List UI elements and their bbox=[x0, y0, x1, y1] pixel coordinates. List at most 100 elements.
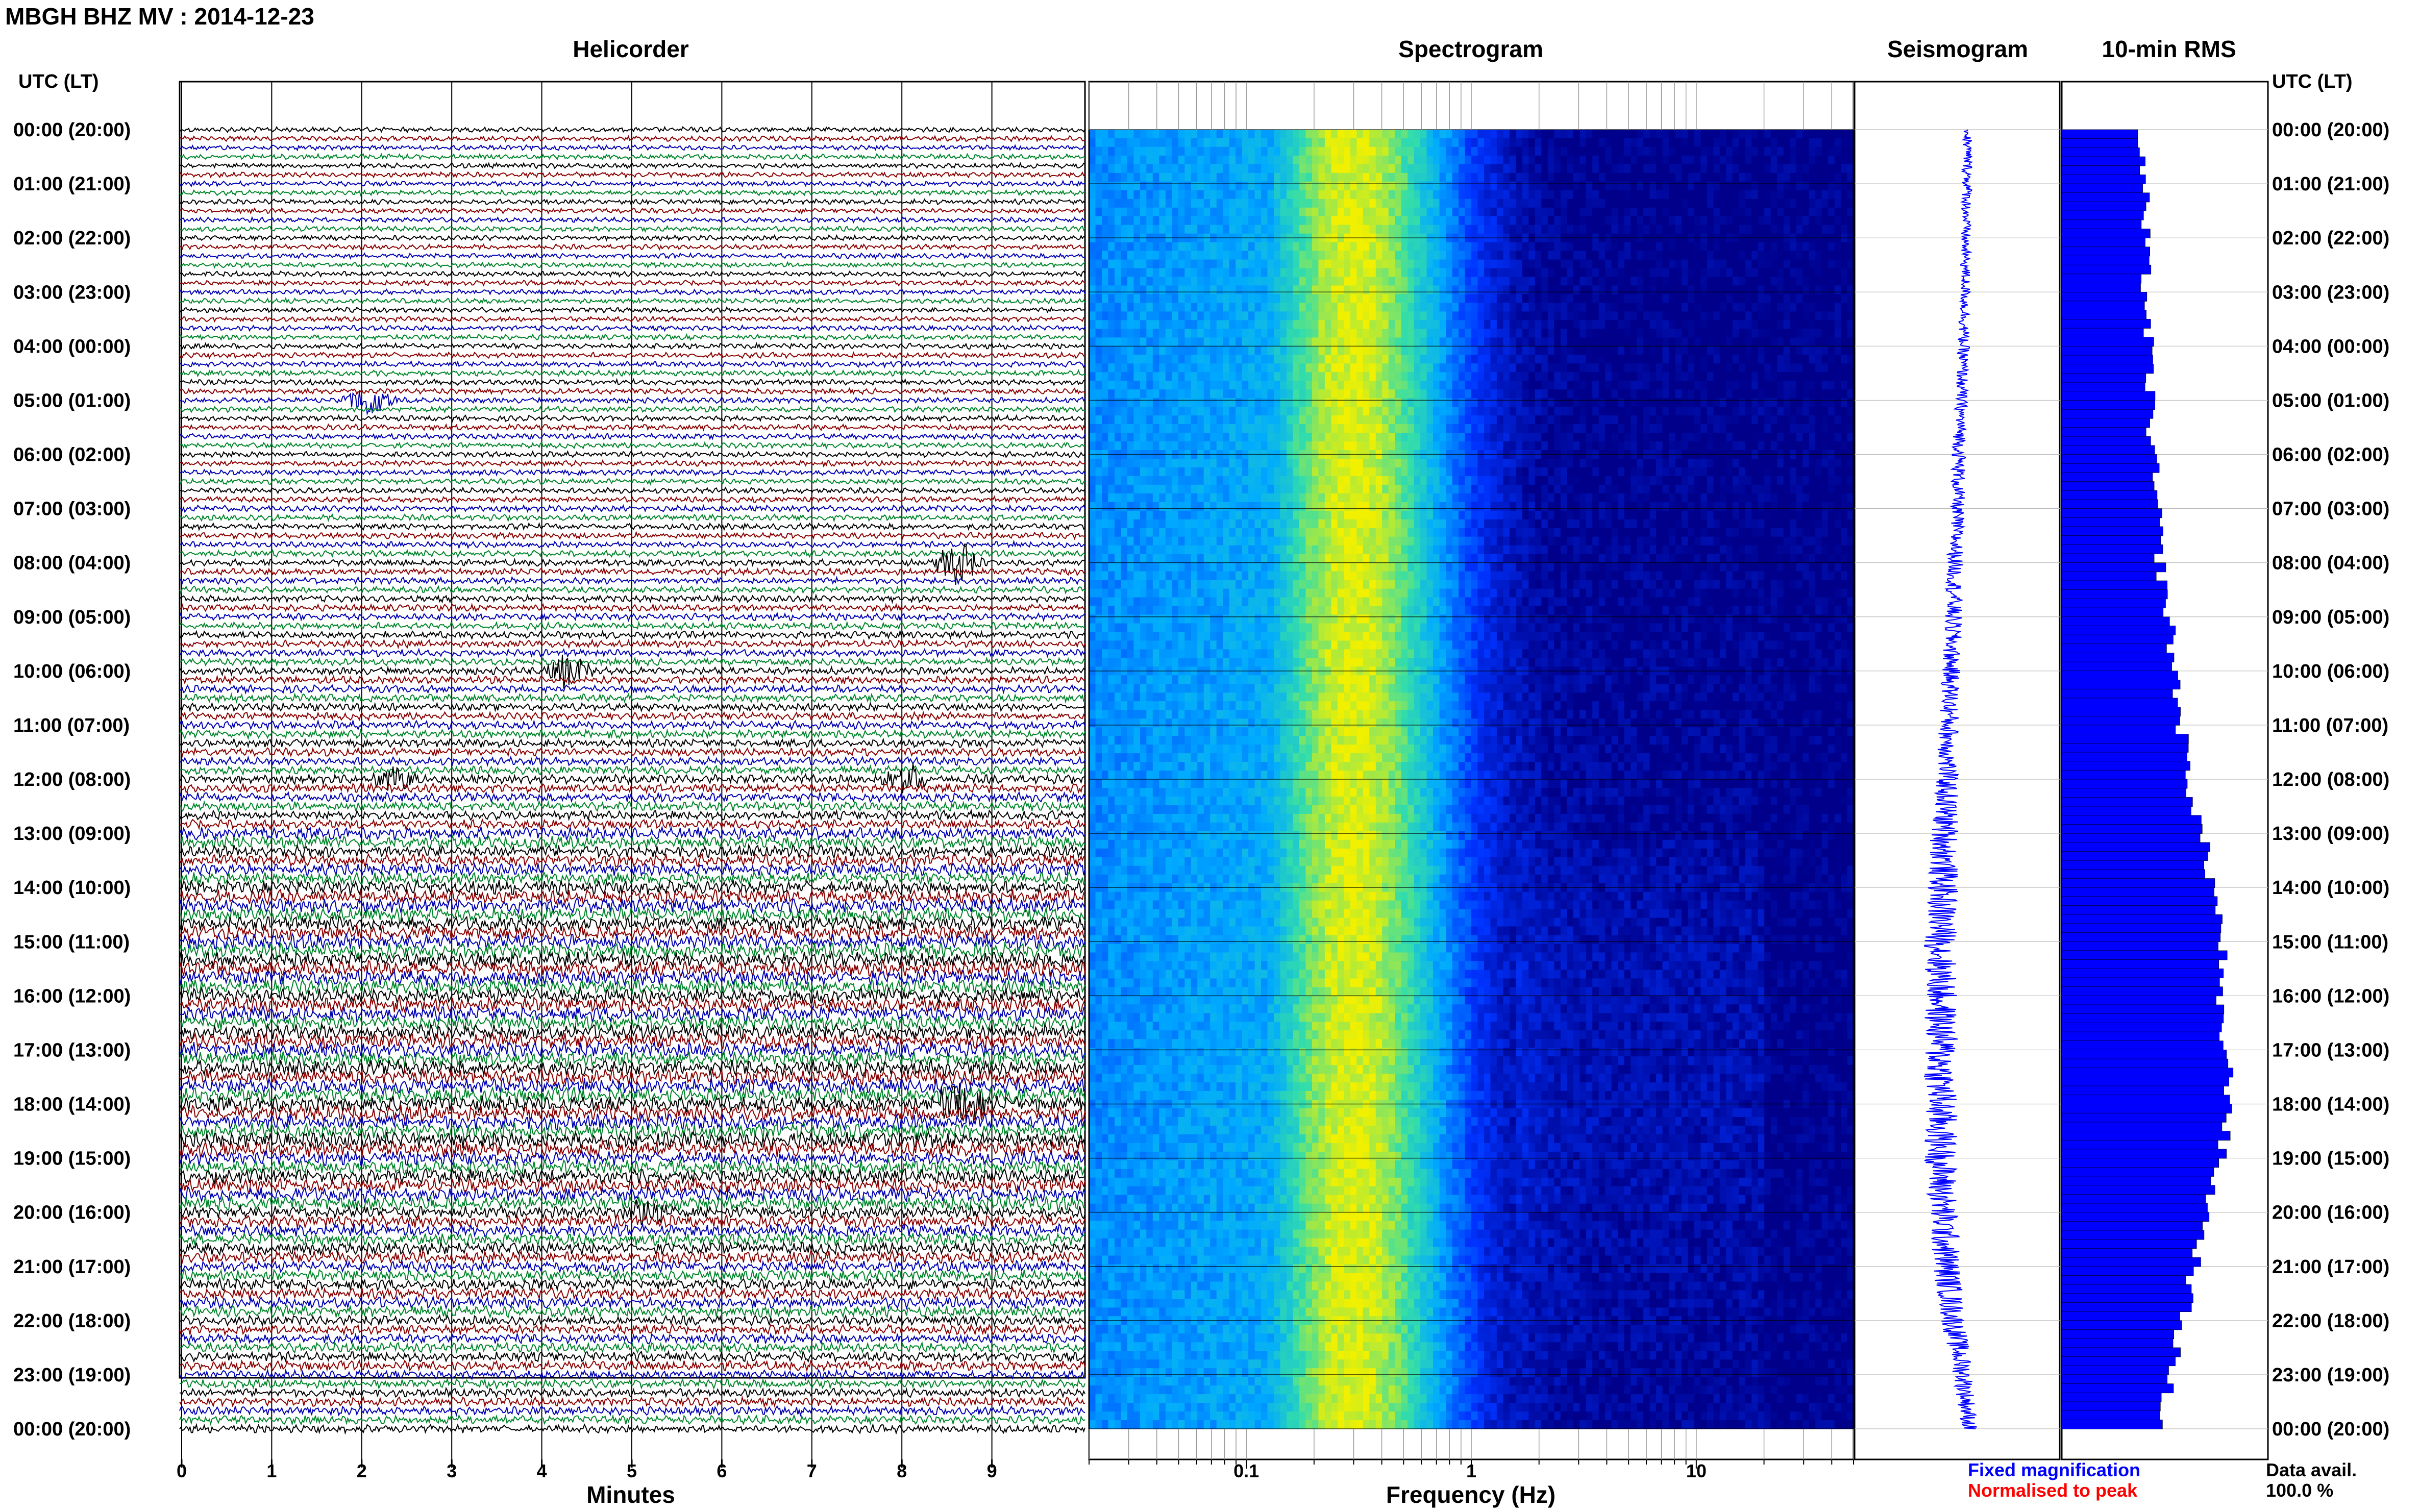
spectrogram-cell bbox=[1459, 242, 1466, 252]
spectrogram-cell bbox=[1477, 303, 1485, 312]
spectrogram-cell bbox=[1133, 398, 1141, 407]
spectrogram-cell bbox=[1305, 181, 1313, 191]
spectrogram-cell bbox=[1127, 146, 1134, 156]
spectrogram-cell bbox=[1522, 346, 1529, 355]
spectrogram-cell bbox=[1681, 303, 1688, 312]
spectrogram-cell bbox=[1490, 407, 1497, 416]
spectrogram-cell bbox=[1554, 225, 1561, 234]
spectrogram-cell bbox=[1165, 381, 1172, 390]
spectrogram-cell bbox=[1790, 207, 1797, 217]
spectrogram-cell bbox=[1261, 415, 1268, 425]
spectrogram-cell bbox=[1509, 372, 1516, 381]
spectrogram-cell bbox=[1248, 372, 1255, 381]
spectrogram-cell bbox=[1751, 164, 1759, 173]
spectrogram-cell bbox=[1739, 130, 1746, 139]
spectrogram-cell bbox=[1089, 216, 1096, 226]
spectrogram-cell bbox=[1758, 172, 1765, 182]
spectrogram-cell bbox=[1656, 216, 1663, 226]
spectrogram-cell bbox=[1465, 138, 1472, 147]
spectrogram-cell bbox=[1700, 155, 1708, 165]
spectrogram-cell bbox=[1803, 337, 1810, 346]
spectrogram-cell bbox=[1656, 355, 1663, 364]
spectrogram-cell bbox=[1847, 467, 1854, 477]
spectrogram-cell bbox=[1688, 138, 1695, 147]
spectrogram-cell bbox=[1675, 138, 1682, 147]
spectrogram-cell bbox=[1783, 363, 1790, 373]
spectrogram-cell bbox=[1643, 285, 1650, 295]
spectrogram-cell bbox=[1197, 242, 1204, 252]
spectrogram-cell bbox=[1707, 225, 1714, 234]
spectrogram-cell bbox=[1586, 146, 1593, 156]
spectrogram-cell bbox=[1172, 172, 1179, 182]
spectrogram-cell bbox=[1592, 155, 1599, 165]
spectrogram-cell bbox=[1528, 398, 1536, 407]
spectrogram-cell bbox=[1305, 268, 1313, 278]
spectrogram-cell bbox=[1095, 285, 1102, 295]
spectrogram-cell bbox=[1547, 225, 1554, 234]
spectrogram-cell bbox=[1203, 172, 1211, 182]
spectrogram-cell bbox=[1605, 337, 1612, 346]
spectrogram-cell bbox=[1287, 277, 1294, 286]
spectrogram-cell bbox=[1471, 181, 1478, 191]
spectrogram-cell bbox=[1197, 155, 1204, 165]
spectrogram-cell bbox=[1547, 337, 1554, 346]
spectrogram-cell bbox=[1210, 259, 1217, 269]
spectrogram-cell bbox=[1401, 433, 1408, 442]
spectrogram-cell bbox=[1541, 372, 1548, 381]
spectrogram-cell bbox=[1573, 303, 1580, 312]
spectrogram-cell bbox=[1841, 389, 1848, 399]
spectrogram-cell bbox=[1114, 337, 1121, 346]
spectrogram-cell bbox=[1191, 268, 1198, 278]
spectrogram-cell bbox=[1535, 381, 1542, 390]
spectrogram-cell bbox=[1637, 363, 1644, 373]
spectrogram-cell bbox=[1516, 259, 1523, 269]
spectrogram-cell bbox=[1828, 433, 1835, 442]
spectrogram-cell bbox=[1242, 181, 1249, 191]
spectrogram-cell bbox=[1324, 415, 1331, 425]
spectrogram-cell bbox=[1758, 337, 1765, 346]
spectrogram-cell bbox=[1592, 346, 1599, 355]
spectrogram-cell bbox=[1841, 311, 1848, 320]
spectrogram-cell bbox=[1280, 190, 1287, 200]
spectrogram-cell bbox=[1656, 155, 1663, 165]
spectrogram-cell bbox=[1516, 164, 1523, 173]
spectrogram-cell bbox=[1337, 190, 1344, 200]
spectrogram-cell bbox=[1312, 216, 1319, 226]
spectrogram-cell bbox=[1732, 259, 1739, 269]
spectrogram-cell bbox=[1719, 337, 1726, 346]
spectrogram-cell bbox=[1280, 164, 1287, 173]
spectrogram-cell bbox=[1841, 346, 1848, 355]
spectrogram-cell bbox=[1089, 389, 1096, 399]
spectrogram-cell bbox=[1809, 242, 1816, 252]
spectrogram-cell bbox=[1484, 268, 1491, 278]
spectrogram-cell bbox=[1344, 172, 1351, 182]
spectrogram-cell bbox=[1688, 424, 1695, 433]
spectrogram-cell bbox=[1210, 181, 1217, 191]
spectrogram-cell bbox=[1726, 285, 1733, 295]
spectrogram-cell bbox=[1541, 407, 1548, 416]
spectrogram-cell bbox=[1344, 389, 1351, 399]
spectrogram-cell bbox=[1184, 268, 1192, 278]
spectrogram-cell bbox=[1465, 372, 1472, 381]
spectrogram-cell bbox=[1223, 181, 1230, 191]
spectrogram-cell bbox=[1287, 207, 1294, 217]
spectrogram-cell bbox=[1350, 172, 1357, 182]
spectrogram-cell bbox=[1764, 190, 1771, 200]
spectrogram-cell bbox=[1095, 146, 1102, 156]
spectrogram-cell bbox=[1375, 467, 1383, 477]
spectrogram-cell bbox=[1662, 407, 1669, 416]
helicorder-trace bbox=[179, 441, 1085, 450]
helicorder-trace bbox=[179, 1241, 1085, 1257]
spectrogram-cell bbox=[1694, 138, 1701, 147]
spectrogram-cell bbox=[1452, 268, 1459, 278]
spectrogram-cell bbox=[1318, 259, 1325, 269]
spectrogram-cell bbox=[1834, 164, 1841, 173]
spectrogram-cell bbox=[1847, 337, 1854, 346]
spectrogram-cell bbox=[1452, 424, 1459, 433]
spectrogram-cell bbox=[1216, 415, 1223, 425]
spectrogram-cell bbox=[1388, 242, 1395, 252]
spectrogram-cell bbox=[1484, 398, 1491, 407]
spectrogram-cell bbox=[1344, 259, 1351, 269]
helicorder-trace bbox=[179, 261, 1085, 269]
spectrogram-cell bbox=[1669, 398, 1676, 407]
